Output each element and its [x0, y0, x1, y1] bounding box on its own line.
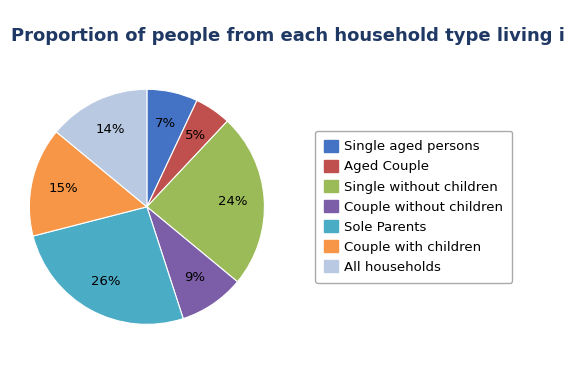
Legend: Single aged persons, Aged Couple, Single without children, Couple without childr: Single aged persons, Aged Couple, Single…	[315, 131, 512, 283]
Text: 24%: 24%	[218, 195, 247, 208]
Text: 9%: 9%	[185, 271, 206, 284]
Wedge shape	[147, 121, 264, 282]
Text: 15%: 15%	[49, 182, 78, 195]
Wedge shape	[56, 89, 147, 207]
Text: 7%: 7%	[155, 116, 176, 129]
Wedge shape	[147, 207, 237, 319]
Text: 26%: 26%	[91, 275, 120, 288]
Wedge shape	[147, 89, 197, 207]
Wedge shape	[29, 132, 147, 236]
Text: 14%: 14%	[95, 123, 125, 136]
Wedge shape	[147, 100, 227, 207]
Wedge shape	[33, 207, 183, 324]
Text: 5%: 5%	[185, 129, 206, 142]
Text: Proportion of people from each household type living in proverty: Proportion of people from each household…	[11, 27, 565, 45]
